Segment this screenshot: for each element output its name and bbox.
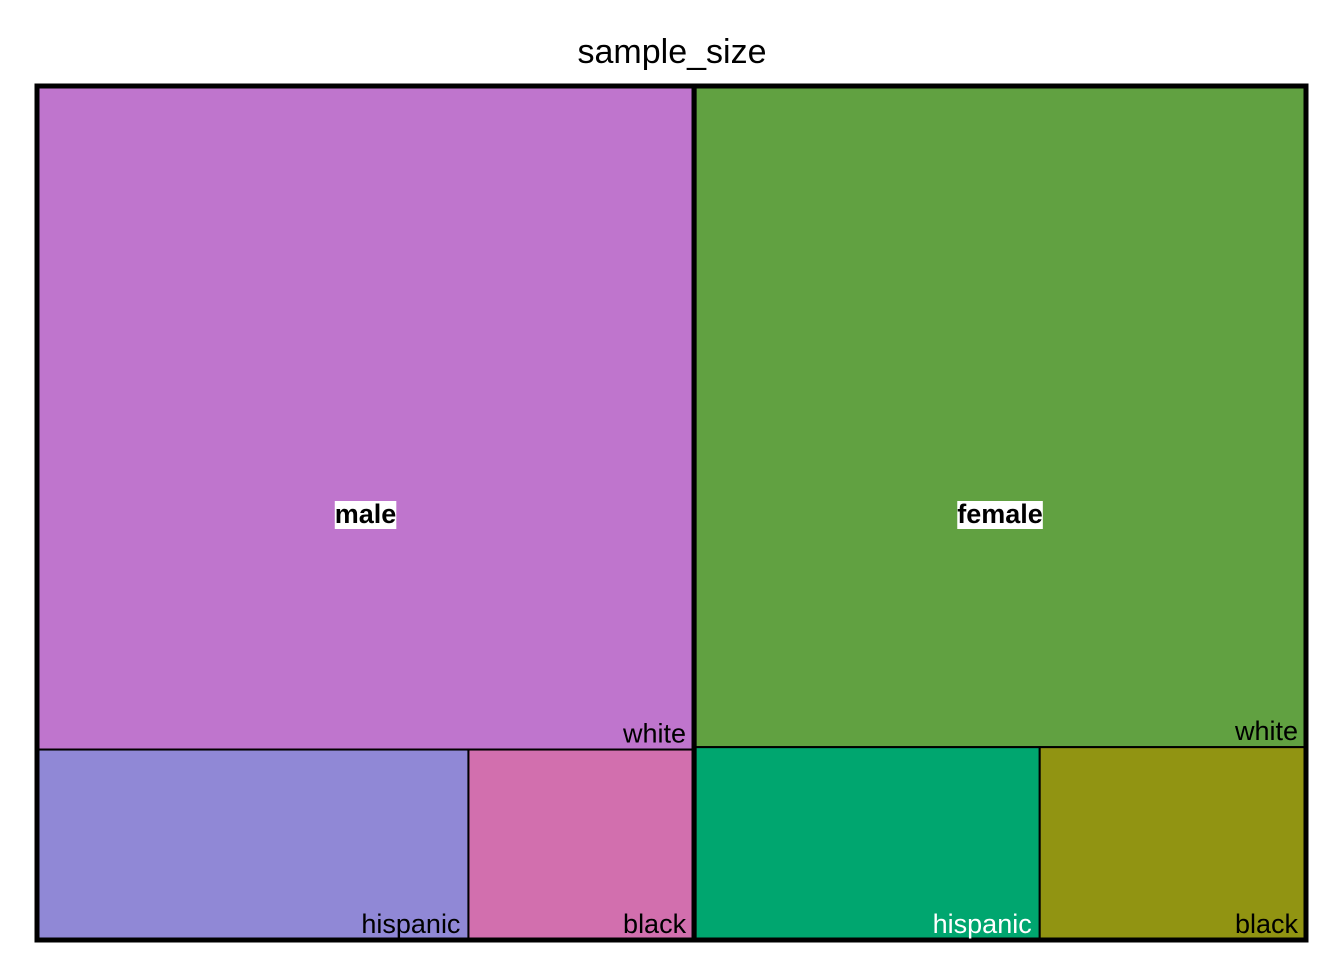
tile-label-male-hispanic: hispanic — [361, 909, 460, 939]
tile-label-female-black: black — [1235, 909, 1299, 939]
tile-label-male-black: black — [623, 909, 687, 939]
group-label-male: male — [335, 499, 397, 529]
tile-male-white — [36, 85, 696, 751]
tile-female-white — [693, 85, 1307, 749]
group-label-bg-male — [334, 501, 397, 529]
tile-label-female-white: white — [1234, 716, 1298, 746]
leaf-layer — [36, 85, 1307, 942]
chart-title: sample_size — [577, 33, 767, 71]
group-border-layer — [34, 83, 1309, 943]
group-border-female — [691, 83, 1309, 943]
tile-male-hispanic — [36, 748, 470, 942]
tile-female-hispanic — [693, 746, 1041, 941]
tile-male-black — [467, 748, 696, 942]
group-label-female: female — [957, 499, 1043, 529]
tile-label-female-hispanic: hispanic — [933, 909, 1032, 939]
label-layer: white hispanic black male white hispanic black… — [334, 499, 1299, 939]
tile-label-male-white: white — [622, 719, 686, 749]
tile-female-black — [1038, 746, 1307, 941]
group-label-bg-female — [957, 501, 1043, 529]
